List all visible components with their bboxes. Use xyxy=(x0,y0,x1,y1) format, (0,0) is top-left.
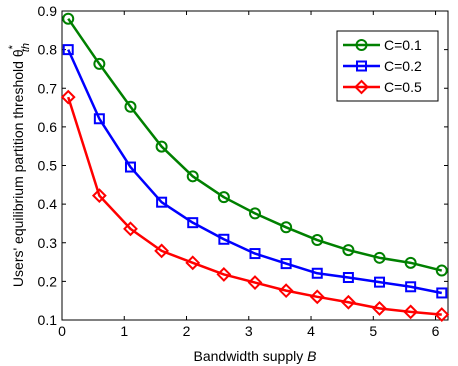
data-point xyxy=(154,243,170,259)
y-tick-label: 0.5 xyxy=(38,158,58,174)
axis-ticks xyxy=(61,10,448,321)
x-tick-label: 3 xyxy=(245,323,253,339)
data-point xyxy=(404,256,417,269)
x-axis-label-var: B xyxy=(307,348,316,364)
data-point xyxy=(155,140,168,153)
tick-labels: 0 1 2 3 4 5 6 0.1 0.2 0.3 0.4 0.5 0.6 0.7 0.8 0.9 xyxy=(38,3,440,339)
data-point xyxy=(280,221,293,234)
y-tick-label: 0.2 xyxy=(38,273,58,289)
legend: C=0.1 C=0.2 C=0.5 xyxy=(336,30,439,102)
y-tick-label: 0.9 xyxy=(38,3,58,19)
x-tick-label: 5 xyxy=(369,323,377,339)
x-tick-label: 0 xyxy=(58,323,66,339)
data-point xyxy=(342,244,355,257)
data-point xyxy=(309,289,325,305)
y-axis-label-sub: th xyxy=(20,43,32,52)
x-axis-label-text: Bandwidth supply xyxy=(194,348,304,364)
data-point xyxy=(372,300,387,316)
series-line xyxy=(67,96,442,316)
y-tick-label: 0.8 xyxy=(38,42,58,58)
series-1 xyxy=(62,44,448,299)
y-tick-label: 0.1 xyxy=(38,312,58,328)
data-point xyxy=(249,207,261,220)
x-axis-label: Bandwidth supply B xyxy=(194,348,317,364)
x-tick-label: 1 xyxy=(120,323,128,339)
series-2 xyxy=(60,89,450,323)
data-point xyxy=(374,276,386,288)
y-axis-label-text: Users' equilibrium partition threshold θ xyxy=(10,49,26,287)
data-point xyxy=(124,100,137,113)
x-tick-label: 4 xyxy=(307,323,315,339)
series-line xyxy=(67,49,443,295)
data-point xyxy=(93,113,105,125)
data-point xyxy=(405,281,417,293)
y-tick-label: 0.7 xyxy=(38,80,58,96)
data-point xyxy=(91,188,107,204)
y-tick-label: 0.4 xyxy=(38,196,58,212)
series-line xyxy=(67,18,443,272)
legend-label: C=0.2 xyxy=(384,58,422,74)
series-0 xyxy=(62,12,448,277)
legend-marker xyxy=(354,79,369,95)
data-point xyxy=(311,234,324,247)
data-point xyxy=(93,57,106,70)
data-point xyxy=(373,251,386,264)
data-point xyxy=(216,267,232,282)
legend-label: C=0.1 xyxy=(384,37,422,53)
data-point xyxy=(218,233,230,245)
y-axis-label: Users' equilibrium partition threshold θ… xyxy=(7,43,32,287)
data-point xyxy=(340,294,356,310)
data-point xyxy=(403,304,419,320)
data-point xyxy=(436,287,448,299)
y-axis-label-star: * xyxy=(7,44,19,49)
data-point xyxy=(249,248,261,260)
legend-marker xyxy=(356,60,367,72)
legend-marker xyxy=(355,39,368,51)
data-point xyxy=(123,221,138,237)
x-tick-label: 6 xyxy=(432,323,440,339)
data-point xyxy=(156,196,168,208)
data-point xyxy=(280,258,292,270)
data-point xyxy=(217,191,230,204)
legend-label: C=0.5 xyxy=(384,79,422,95)
series-group xyxy=(60,12,450,323)
data-point xyxy=(124,161,136,173)
data-point xyxy=(60,89,76,105)
data-point xyxy=(311,267,323,279)
data-point xyxy=(278,283,294,299)
y-tick-label: 0.6 xyxy=(38,119,58,135)
data-point xyxy=(62,44,74,56)
data-point xyxy=(186,170,199,183)
y-tick-label: 0.3 xyxy=(38,235,58,251)
data-point xyxy=(434,307,450,323)
data-point xyxy=(62,12,75,25)
x-tick-label: 2 xyxy=(183,323,191,339)
data-point xyxy=(185,255,201,271)
data-point xyxy=(247,275,263,290)
data-point xyxy=(342,272,354,284)
data-point xyxy=(187,217,199,229)
data-point xyxy=(435,264,448,277)
